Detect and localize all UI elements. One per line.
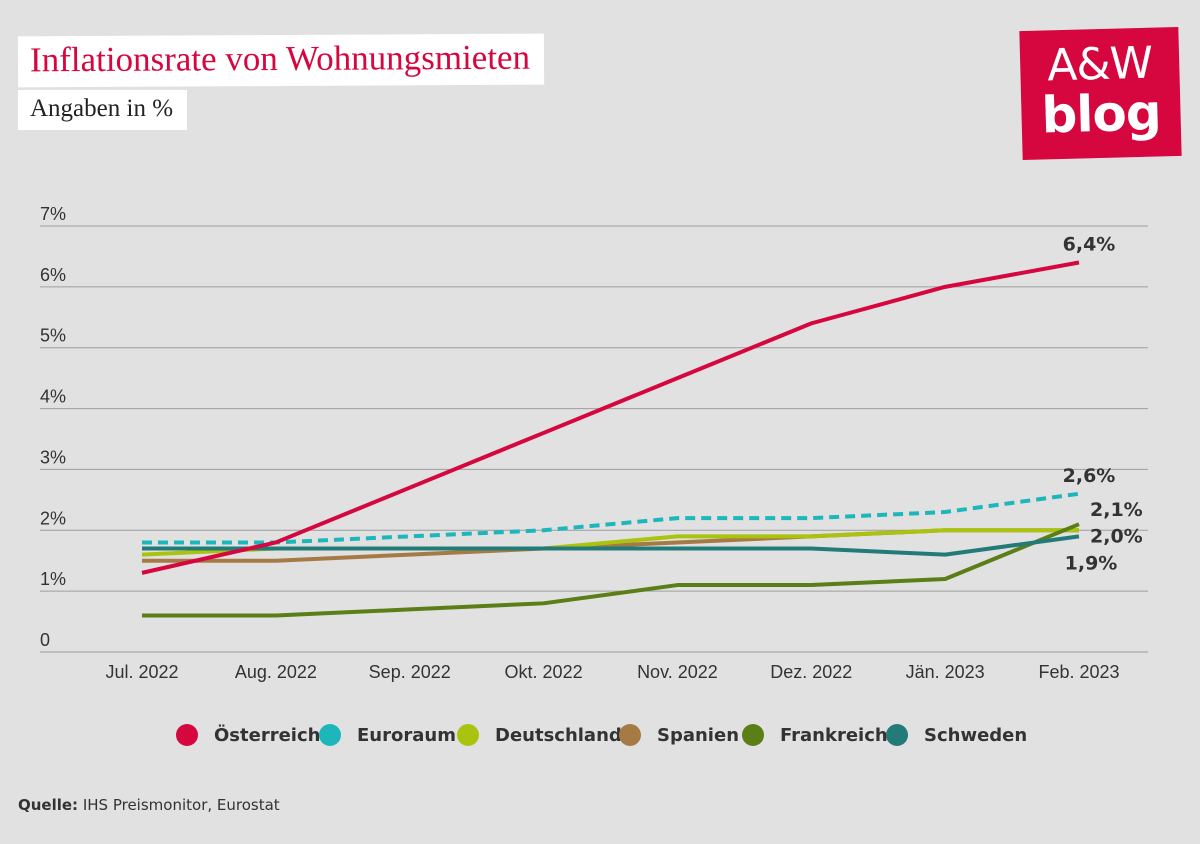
- x-tick-label-nov-2022: Nov. 2022: [637, 662, 718, 682]
- y-tick-label-5: 5%: [40, 326, 66, 346]
- legend-swatch-spanien: [619, 724, 641, 746]
- y-tick-label-7: 7%: [40, 204, 66, 224]
- legend-swatch-schweden: [886, 724, 908, 746]
- legend-label-schweden: Schweden: [924, 724, 1028, 746]
- legend-label-oesterreich: Österreich: [214, 724, 321, 746]
- x-tick-label-okt-2022: Okt. 2022: [505, 662, 583, 682]
- legend-swatch-deutschland: [457, 724, 479, 746]
- legend-swatch-euroraum: [319, 724, 341, 746]
- end-label-schweden: 1,9%: [1065, 552, 1118, 574]
- legend-item-euroraum: Euroraum: [319, 718, 456, 752]
- y-tick-label-6: 6%: [40, 265, 66, 285]
- end-label-euroraum: 2,6%: [1063, 465, 1116, 487]
- legend-swatch-oesterreich: [176, 724, 198, 746]
- source-text: IHS Preismonitor, Eurostat: [82, 796, 280, 814]
- legend-swatch-frankreich: [742, 724, 764, 746]
- y-tick-label-0: 0: [40, 630, 50, 650]
- series-line-deutschland: [141, 528, 1079, 557]
- legend-item-deutschland: Deutschland: [457, 718, 622, 752]
- series-line-schweden: [142, 534, 1080, 557]
- legend-label-frankreich: Frankreich: [780, 724, 888, 746]
- series-line--sterreich: [141, 260, 1080, 575]
- series-line-frankreich: [142, 522, 1080, 618]
- legend-item-schweden: Schweden: [886, 718, 1027, 752]
- legend-item-frankreich: Frankreich: [742, 718, 888, 752]
- chart-legend: Österreich Euroraum Deutschland Spanien …: [0, 718, 1200, 752]
- chart-subtitle: Angaben in %: [18, 90, 188, 131]
- end-label-frankreich: 2,1%: [1090, 499, 1143, 521]
- legend-label-euroraum: Euroraum: [357, 724, 456, 746]
- legend-item-oesterreich: Österreich: [176, 718, 320, 752]
- y-tick-label-4: 4%: [40, 387, 66, 407]
- x-tick-label-jul-2022: Jul. 2022: [105, 662, 178, 682]
- legend-label-spanien: Spanien: [657, 724, 740, 746]
- x-tick-label-feb-2023: Feb. 2023: [1038, 662, 1119, 682]
- source-label: Quelle:: [18, 796, 79, 814]
- end-label-spanien: 2,0%: [1090, 525, 1143, 547]
- y-tick-label-1: 1%: [40, 569, 66, 589]
- source-note: Quelle: IHS Preismonitor, Eurostat: [18, 796, 280, 814]
- end-label--sterreich: 6,4%: [1063, 234, 1116, 256]
- x-tick-label-dez-2022: Dez. 2022: [770, 662, 852, 682]
- legend-label-deutschland: Deutschland: [495, 724, 622, 746]
- x-tick-label-j-n-2023: Jän. 2023: [906, 662, 985, 682]
- series-line-euroraum: [142, 491, 1080, 545]
- legend-item-spanien: Spanien: [619, 718, 739, 752]
- y-tick-label-3: 3%: [40, 447, 66, 467]
- x-tick-label-aug-2022: Aug. 2022: [235, 662, 317, 682]
- y-tick-label-2: 2%: [40, 508, 66, 528]
- x-tick-label-sep-2022: Sep. 2022: [369, 662, 451, 682]
